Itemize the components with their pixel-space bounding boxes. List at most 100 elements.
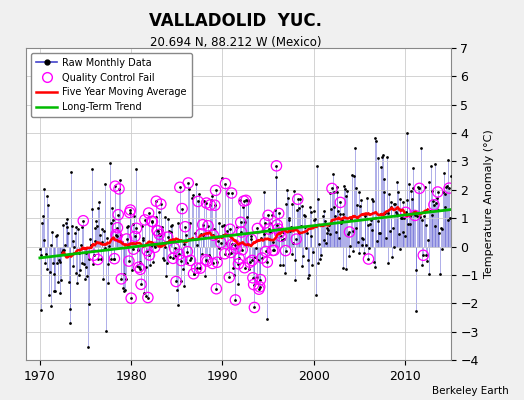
Point — [63, 224, 71, 230]
Point — [232, 245, 241, 252]
Point — [57, 276, 66, 283]
Point — [433, 194, 441, 201]
Point — [135, 259, 144, 265]
Point — [141, 293, 150, 299]
Point — [358, 235, 367, 241]
Point — [267, 229, 275, 235]
Point — [436, 270, 444, 277]
Point — [167, 229, 176, 236]
Point — [53, 260, 62, 266]
Point — [176, 184, 184, 190]
Point — [283, 195, 292, 201]
Point — [325, 230, 334, 237]
Point — [212, 286, 221, 292]
Point — [170, 245, 179, 252]
Point — [140, 217, 149, 223]
Point — [274, 226, 282, 232]
Point — [409, 184, 418, 191]
Point — [209, 232, 217, 238]
Point — [314, 260, 322, 266]
Point — [157, 201, 165, 207]
Point — [339, 210, 347, 217]
Point — [37, 252, 46, 258]
Point — [147, 242, 155, 249]
Point — [178, 205, 187, 212]
Point — [381, 210, 389, 216]
Y-axis label: Temperature Anomaly (°C): Temperature Anomaly (°C) — [484, 130, 494, 278]
Point — [386, 228, 394, 234]
Point — [79, 218, 88, 224]
Point — [185, 220, 194, 226]
Point — [196, 265, 204, 271]
Point — [207, 196, 215, 203]
Point — [347, 216, 355, 222]
Point — [258, 227, 267, 233]
Point — [265, 226, 273, 232]
Point — [249, 281, 258, 288]
Point — [161, 214, 170, 220]
Point — [38, 220, 46, 226]
Point — [96, 255, 105, 262]
Point — [342, 266, 350, 272]
Point — [134, 247, 142, 253]
Point — [177, 278, 185, 284]
Point — [261, 248, 270, 255]
Point — [100, 228, 108, 234]
Point — [155, 208, 163, 215]
Point — [329, 171, 337, 178]
Point — [60, 247, 69, 254]
Point — [374, 218, 383, 224]
Point — [428, 188, 436, 194]
Point — [399, 229, 407, 235]
Point — [355, 189, 364, 195]
Point — [349, 228, 357, 234]
Point — [106, 256, 115, 263]
Point — [123, 236, 131, 242]
Point — [194, 198, 202, 205]
Point — [118, 285, 127, 291]
Point — [145, 252, 154, 258]
Point — [70, 244, 78, 250]
Point — [140, 290, 148, 297]
Point — [138, 236, 147, 243]
Point — [131, 233, 139, 240]
Point — [303, 257, 312, 264]
Point — [336, 199, 345, 206]
Point — [280, 236, 288, 243]
Point — [213, 259, 221, 266]
Point — [383, 154, 391, 160]
Point — [408, 196, 416, 202]
Point — [239, 204, 247, 210]
Point — [179, 266, 187, 272]
Point — [401, 209, 410, 216]
Point — [258, 255, 266, 261]
Point — [292, 236, 300, 242]
Point — [241, 264, 249, 271]
Point — [214, 220, 223, 226]
Point — [108, 205, 116, 211]
Point — [158, 227, 167, 233]
Point — [213, 259, 221, 266]
Point — [269, 239, 278, 246]
Point — [268, 247, 277, 254]
Point — [344, 230, 352, 237]
Point — [177, 257, 185, 264]
Point — [411, 212, 419, 219]
Point — [111, 183, 119, 190]
Point — [203, 258, 211, 264]
Point — [374, 155, 382, 161]
Point — [217, 240, 225, 246]
Point — [132, 166, 140, 172]
Point — [131, 233, 139, 240]
Point — [243, 214, 251, 220]
Point — [122, 276, 130, 282]
Point — [46, 269, 54, 276]
Point — [175, 251, 183, 258]
Point — [172, 278, 180, 285]
Point — [208, 193, 216, 199]
Point — [330, 188, 339, 195]
Point — [401, 233, 409, 239]
Point — [49, 260, 57, 266]
Point — [266, 220, 275, 226]
Point — [202, 256, 210, 263]
